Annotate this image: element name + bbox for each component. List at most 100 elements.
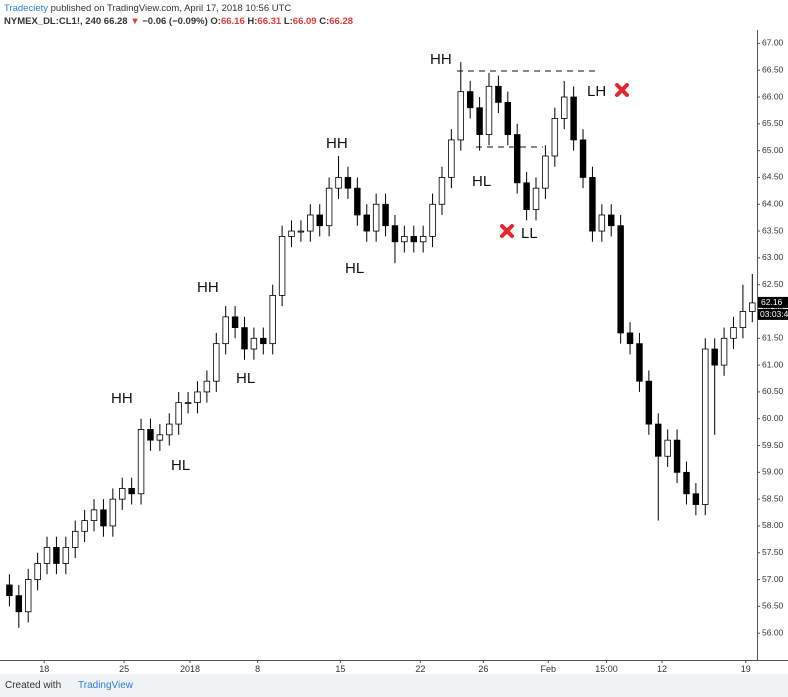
- candle-body: [81, 520, 88, 532]
- candle-body: [485, 85, 493, 135]
- candle-body: [344, 177, 352, 189]
- candle-body: [513, 134, 521, 184]
- candle-body: [354, 187, 361, 216]
- y-tick-label: 59.50: [762, 440, 784, 450]
- candle-body: [410, 236, 417, 243]
- x-tick-label: 8: [255, 664, 260, 674]
- candle-body: [504, 101, 512, 135]
- o-label: O:: [210, 16, 221, 27]
- y-tick-label: 60.50: [762, 386, 784, 396]
- candle-body: [401, 236, 408, 243]
- x-tick-label: 15:00: [595, 664, 618, 674]
- candle-body: [156, 434, 164, 441]
- symbol: NYMEX_DL:CL1!, 240: [4, 16, 102, 27]
- candle-body: [551, 118, 559, 157]
- candle-body: [109, 498, 117, 527]
- y-tick-label: 65.00: [762, 145, 784, 155]
- candle-body: [335, 177, 342, 189]
- y-tick-label: 67.00: [762, 38, 784, 48]
- candle-body: [448, 139, 455, 178]
- candle-body: [15, 595, 23, 613]
- candle-body: [739, 311, 747, 328]
- y-tick-label: 62.50: [762, 279, 784, 289]
- y-tick-label: 59.00: [762, 467, 784, 477]
- y-tick-label: 61.00: [762, 359, 784, 369]
- x-tick-label: Feb: [540, 664, 556, 674]
- candle-body: [495, 85, 502, 103]
- cross-icon: [500, 224, 514, 238]
- h-value: 66.31: [257, 16, 282, 27]
- header-line: Tradeciety published on TradingView.com,…: [4, 3, 291, 14]
- l-value: 66.09: [292, 16, 317, 27]
- y-tick-label: 57.50: [762, 547, 784, 557]
- x-tick-label: 26: [478, 664, 488, 674]
- annotation: LH: [587, 83, 606, 100]
- candle-body: [532, 187, 540, 211]
- candle-body: [194, 391, 201, 404]
- y-tick-label: 63.00: [762, 252, 784, 262]
- candle-body: [231, 316, 239, 328]
- candle-body: [203, 380, 211, 393]
- candle-body: [307, 214, 314, 232]
- o-value: 66.16: [220, 16, 245, 27]
- y-tick-label: 66.50: [762, 64, 784, 74]
- candle-body: [608, 214, 615, 227]
- annotation: HH: [430, 51, 452, 68]
- candle-body: [166, 423, 173, 436]
- candle-body: [391, 225, 399, 243]
- y-tick-label: 60.00: [762, 413, 784, 423]
- candle-body: [730, 327, 737, 339]
- candle-body: [184, 402, 192, 405]
- candle-body: [542, 155, 549, 189]
- candle-body: [72, 530, 79, 548]
- x-tick-label: 15: [335, 664, 345, 674]
- x-tick-label: 19: [741, 664, 751, 674]
- annotation: HH: [197, 279, 219, 296]
- candle-body: [297, 230, 305, 233]
- candle-body: [260, 337, 267, 345]
- candle-body: [269, 295, 276, 345]
- arrow: ▼: [130, 16, 140, 27]
- annotation: LL: [521, 225, 538, 242]
- candle-body: [683, 471, 690, 495]
- candle-body: [241, 327, 248, 350]
- candle-body: [636, 343, 643, 382]
- candle-body: [213, 343, 220, 382]
- candle-body: [438, 177, 446, 205]
- candle-body: [53, 547, 60, 564]
- candle-body: [62, 547, 70, 564]
- created-with: Created with: [5, 680, 62, 691]
- h-label: H:: [247, 16, 258, 27]
- candle-body: [523, 182, 530, 211]
- x-tick-label: 22: [415, 664, 425, 674]
- annotation: HH: [326, 135, 348, 152]
- candle-body: [476, 107, 483, 135]
- candle-body: [673, 439, 681, 473]
- candle-body: [645, 380, 653, 425]
- candle-body: [222, 316, 229, 345]
- candle-body: [147, 429, 154, 441]
- candle-body: [288, 230, 295, 237]
- c-label: C:: [319, 16, 330, 27]
- author[interactable]: Tradeciety: [4, 3, 48, 14]
- change: −0.06 (−0.09%): [142, 16, 208, 27]
- y-tick-label: 64.00: [762, 199, 784, 209]
- candle-body: [278, 236, 286, 296]
- candle-body: [429, 203, 436, 237]
- y-tick-label: 63.50: [762, 225, 784, 235]
- candle-body: [570, 96, 577, 141]
- candle-body: [34, 563, 41, 580]
- candle-body: [598, 214, 606, 232]
- candle-body: [749, 302, 756, 312]
- footer: Created with TradingView: [0, 674, 788, 697]
- candle-body: [175, 402, 182, 425]
- annotation: HH: [111, 390, 133, 407]
- last-price-badge: [758, 296, 788, 308]
- brand[interactable]: TradingView: [78, 680, 134, 691]
- cross-icon: [615, 83, 629, 97]
- candle-body: [325, 187, 333, 227]
- l-label: L:: [283, 16, 293, 27]
- c-value: 66.28: [329, 16, 354, 27]
- candle-body: [90, 509, 98, 521]
- candle-body: [316, 214, 323, 227]
